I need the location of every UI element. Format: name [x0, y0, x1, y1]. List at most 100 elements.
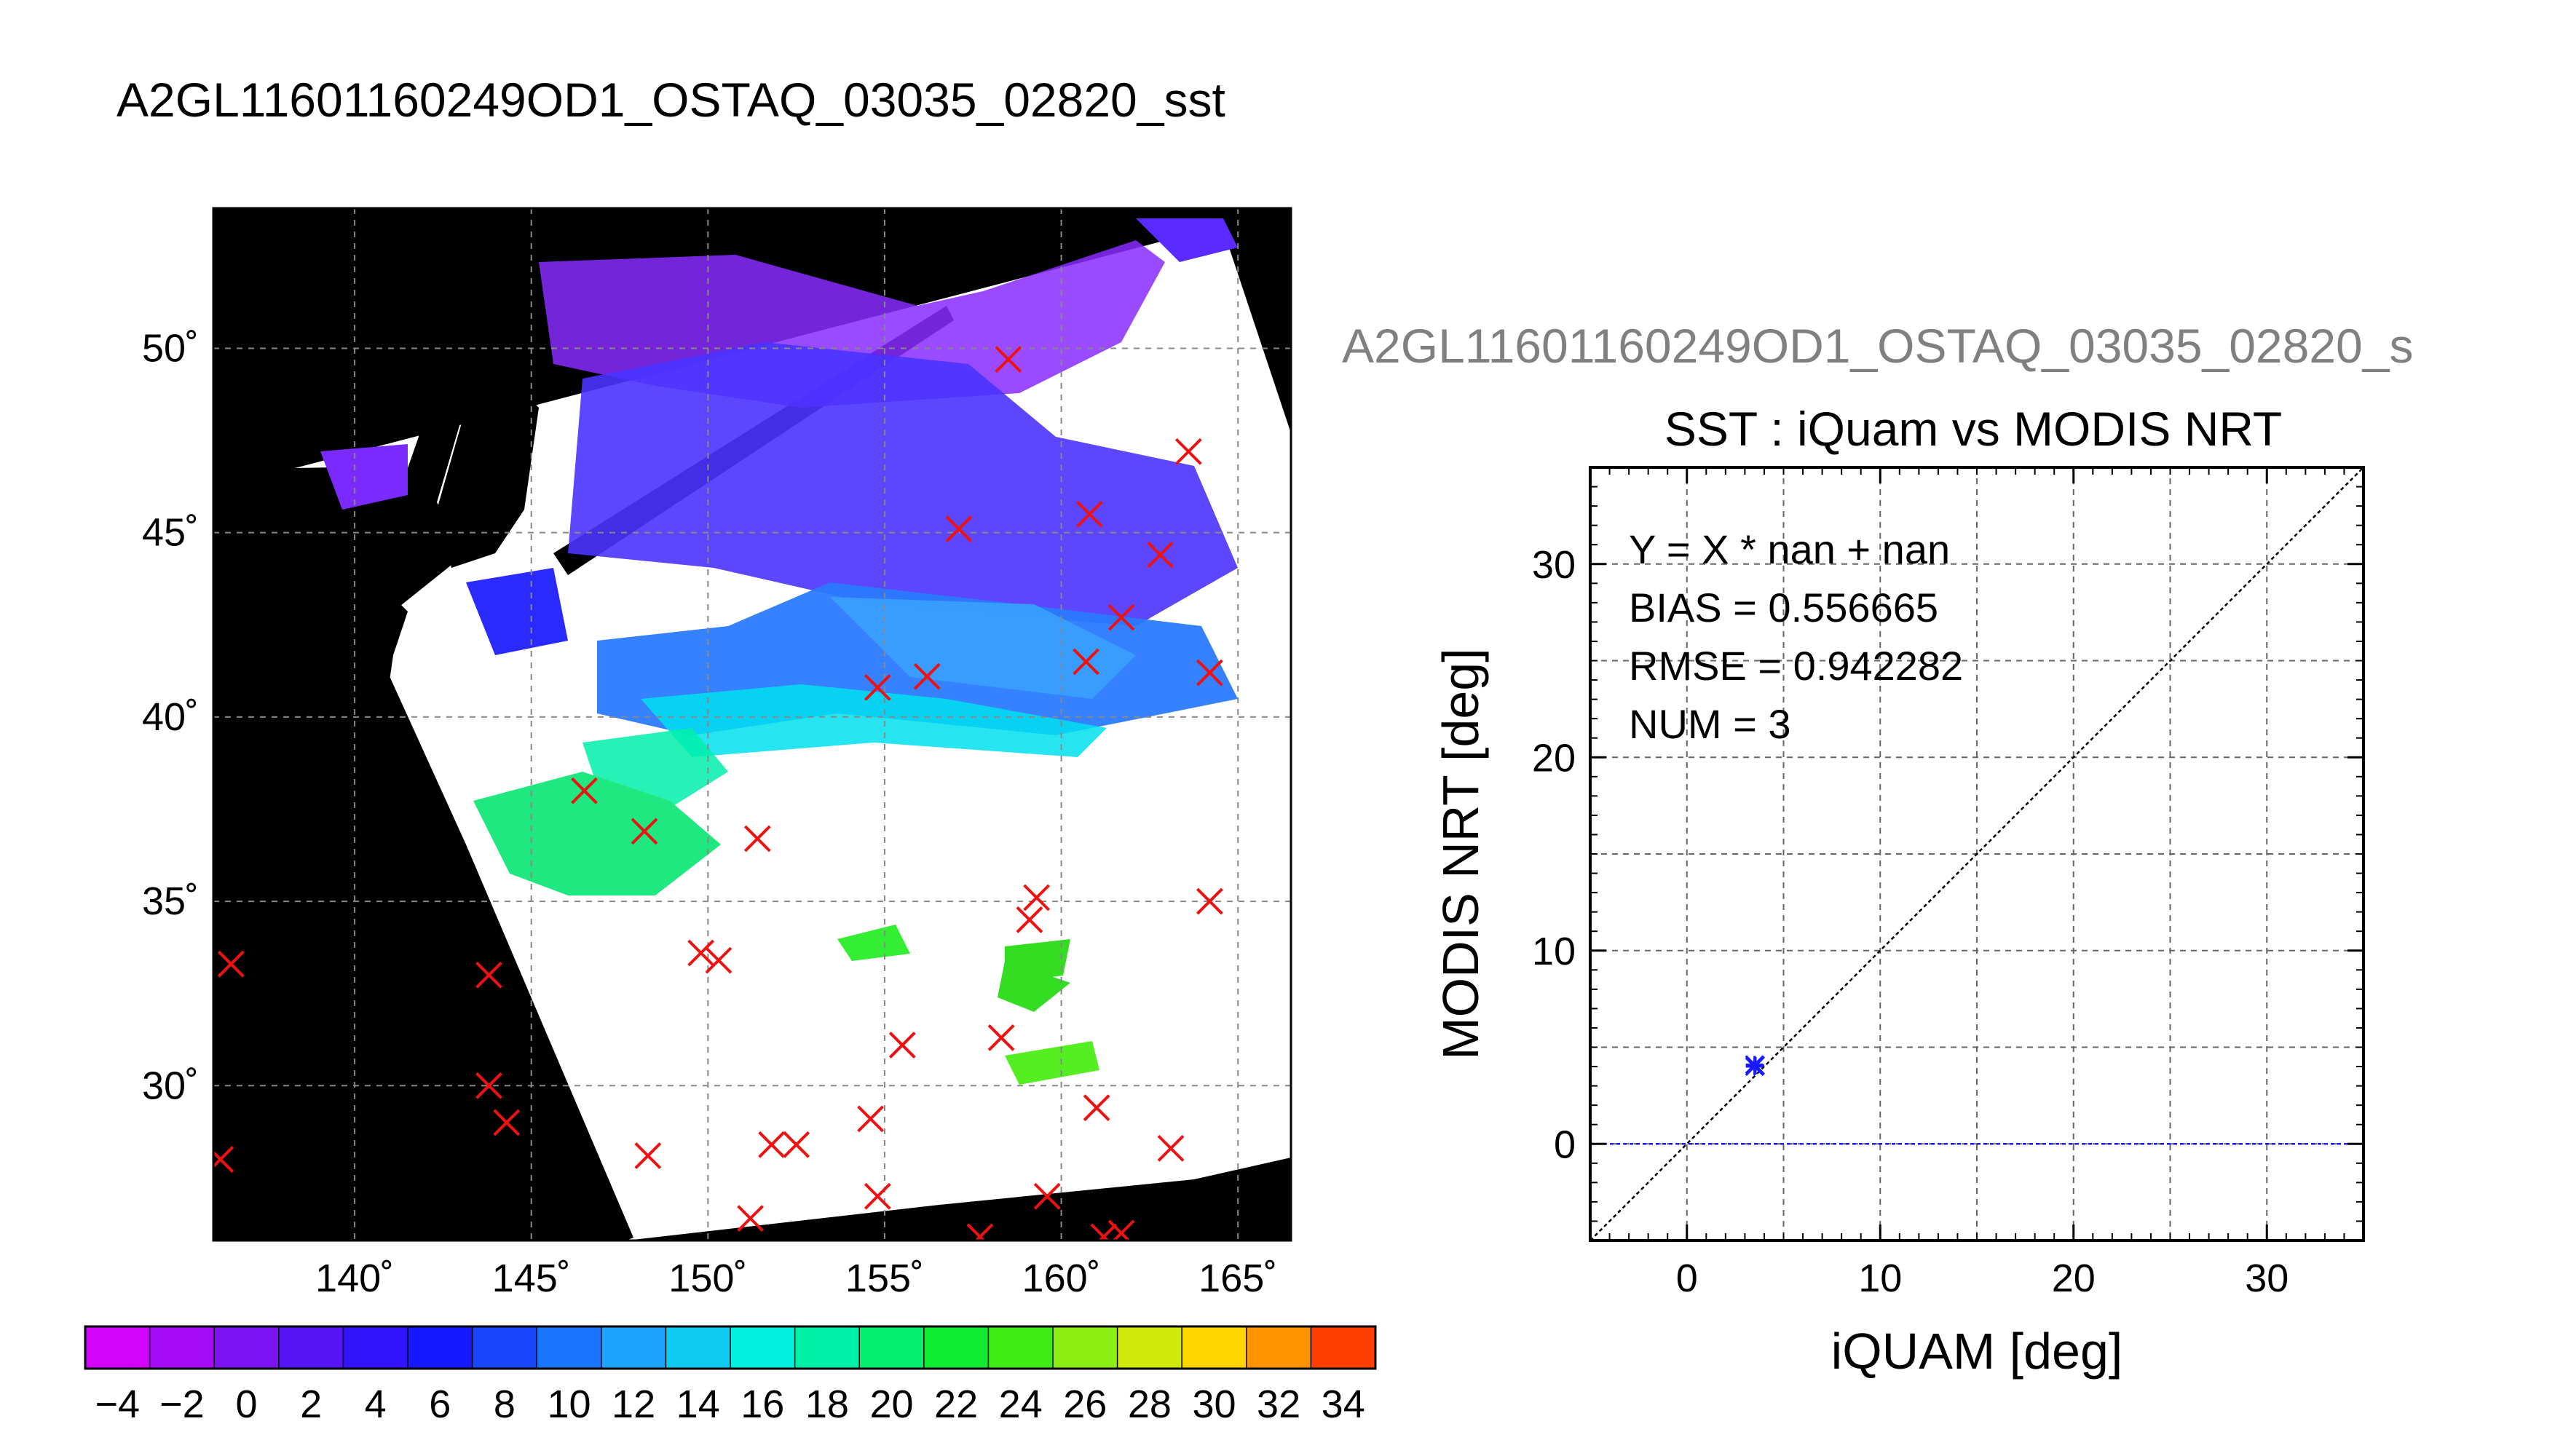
scatter-ticks: 0 10 20 30 0 10 20 30 — [1532, 467, 2364, 1300]
colorbar-tick-label: 20 — [869, 1382, 913, 1426]
marker-stroke — [783, 1131, 810, 1158]
observation-marker — [687, 939, 715, 967]
colorbar-cell — [794, 1326, 861, 1369]
scatter-plot: 0 10 20 30 0 10 20 30 Y = X * nan + nan BIAS = 0… — [1532, 466, 2365, 1300]
observation-marker — [1023, 884, 1051, 911]
main-title: A2GL11601160249OD1_OSTAQ_03035_02820_sst — [117, 73, 1225, 127]
marker-stroke — [705, 946, 732, 974]
observation-marker — [1033, 1182, 1061, 1210]
marker-stroke — [913, 662, 941, 690]
x-tick-label: 10 — [1858, 1257, 1902, 1300]
observation-marker — [1157, 1134, 1185, 1162]
scatter-x-label: iQUAM [deg] — [1831, 1323, 2123, 1380]
scatter-title: SST : iQuam vs MODIS NRT — [1664, 402, 2282, 456]
colorbar-tick-label: 0 — [235, 1382, 257, 1426]
map-lat-tick-label: 40˚ — [142, 695, 199, 739]
observation-marker — [217, 950, 245, 978]
marker-stroke — [213, 1146, 234, 1169]
map-lon-tick-label: 165˚ — [1198, 1257, 1277, 1300]
colorbar-tick-label: 30 — [1192, 1382, 1236, 1426]
swath-area — [213, 208, 1291, 1241]
observation-marker — [758, 1131, 786, 1158]
observation-marker — [945, 515, 973, 543]
colorbar-tick-label: 34 — [1322, 1382, 1365, 1426]
colorbar: −4 −2 0 2 4 6 8 10 12 14 16 18 20 22 24 26 28 30 32 34 — [84, 1325, 1377, 1426]
marker-stroke — [1073, 648, 1099, 676]
map-lat-tick-label: 35˚ — [142, 879, 199, 923]
marker-stroke — [1196, 887, 1223, 915]
observation-marker — [966, 1223, 994, 1241]
map-frame — [212, 207, 1292, 1242]
colorbar-cell — [601, 1326, 667, 1369]
observation-marker — [857, 1105, 884, 1133]
land-honshu — [295, 466, 466, 844]
colorbar-cell — [149, 1326, 216, 1369]
colorbar-cells — [84, 1326, 1377, 1369]
observation-marker — [1196, 887, 1223, 915]
marker-stroke — [1016, 906, 1043, 933]
marker-stroke — [888, 1032, 916, 1059]
colorbar-tick-label: 28 — [1128, 1382, 1172, 1426]
map-gridlines — [213, 208, 1291, 1241]
colorbar-cell — [536, 1326, 603, 1369]
map-lon-tick-label: 145˚ — [492, 1257, 571, 1300]
scatter-y-label: MODIS NRT [deg] — [1432, 648, 1489, 1059]
marker-stroke — [687, 939, 715, 967]
colorbar-cell — [471, 1326, 538, 1369]
stats-line: Y = X * nan + nan — [1629, 526, 1950, 572]
marker-stroke — [758, 1131, 786, 1158]
marker-stroke — [1083, 1094, 1110, 1122]
colorbar-cell — [1052, 1326, 1118, 1369]
scatter-stats: Y = X * nan + nan BIAS = 0.556665 RMSE = 0… — [1629, 526, 1963, 747]
colorbar-cell — [1181, 1326, 1248, 1369]
observation-marker — [743, 825, 771, 852]
colorbar-cell — [923, 1326, 990, 1369]
colorbar-cell — [730, 1326, 796, 1369]
marker-stroke — [1174, 438, 1202, 465]
observation-marker — [634, 1142, 662, 1169]
observation-marker — [987, 1024, 1015, 1051]
x-tick-label: 0 — [1676, 1257, 1698, 1300]
marker-stroke — [864, 673, 891, 701]
observation-marker — [1107, 604, 1135, 631]
colorbar-tick-label: −2 — [159, 1382, 205, 1426]
marker-stroke — [1023, 884, 1051, 911]
marker-stroke — [945, 515, 973, 543]
observation-marker — [213, 1146, 234, 1173]
marker-stroke — [737, 1205, 764, 1233]
scatter-point — [1745, 1056, 1766, 1075]
colorbar-tick-label: 22 — [934, 1382, 978, 1426]
colorbar-tick-label: 24 — [999, 1382, 1043, 1426]
observation-marker — [1075, 500, 1103, 528]
marker-stroke — [1157, 1134, 1185, 1162]
observation-marker — [631, 818, 658, 845]
stats-line: NUM = 3 — [1629, 701, 1791, 747]
marker-stroke — [1112, 1219, 1135, 1241]
marker-stroke — [1196, 659, 1223, 687]
sst-patches — [320, 218, 1238, 1085]
x-tick-label: 30 — [2245, 1257, 2289, 1300]
marker-stroke — [631, 818, 658, 845]
colorbar-tick-label: 4 — [365, 1382, 387, 1426]
marker-stroke — [1075, 500, 1103, 528]
map-lon-tick-label: 140˚ — [315, 1257, 394, 1300]
observation-marker — [783, 1131, 810, 1158]
marker-stroke — [475, 961, 502, 989]
scatter-header: A2GL11601160249OD1_OSTAQ_03035_02820_s — [1342, 319, 2413, 373]
observation-marker — [995, 346, 1022, 373]
marker-stroke — [475, 1072, 502, 1099]
marker-stroke — [634, 1142, 662, 1169]
marker-stroke — [1097, 1223, 1118, 1241]
stats-line: RMSE = 0.942282 — [1629, 643, 1963, 689]
y-tick-label: 0 — [1554, 1123, 1576, 1166]
colorbar-tick-label: 10 — [547, 1382, 591, 1426]
colorbar-tick-label: 8 — [494, 1382, 516, 1426]
colorbar-cell — [407, 1326, 473, 1369]
map-lat-tick-label: 50˚ — [142, 326, 199, 370]
colorbar-cell — [342, 1326, 409, 1369]
scatter-points — [1745, 1055, 1766, 1077]
colorbar-frame — [84, 1325, 1377, 1370]
y-tick-label: 30 — [1532, 543, 1576, 587]
colorbar-tick-label: 6 — [429, 1382, 451, 1426]
colorbar-cell — [213, 1326, 280, 1369]
